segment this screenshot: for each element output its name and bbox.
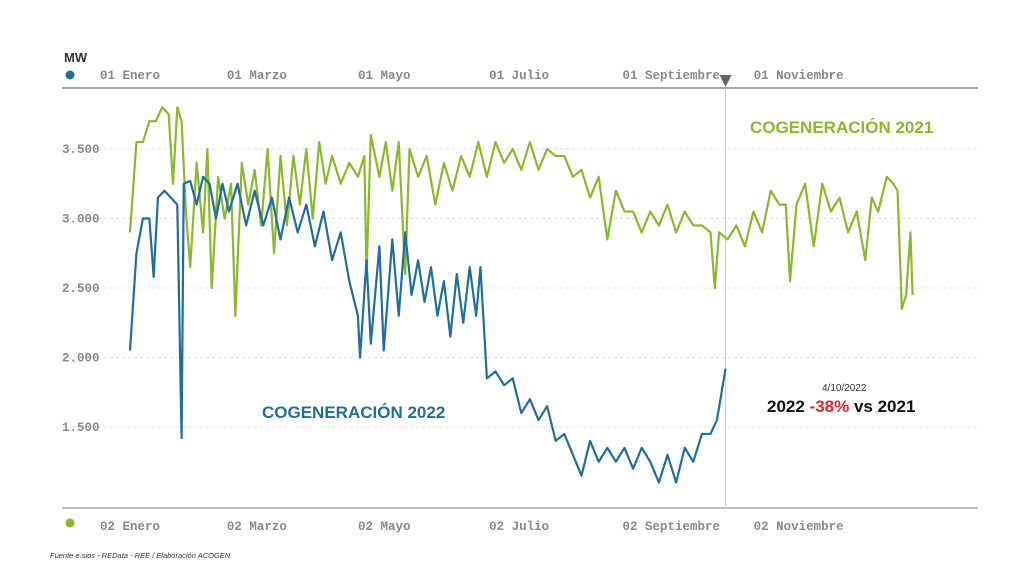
annotation-after: vs 2021 xyxy=(849,397,916,416)
source-note: Fuente e.sios - REData - REE / Elaboraci… xyxy=(50,551,231,560)
bottom-x-tick-label: 02 Mayo xyxy=(358,520,411,534)
top-x-tick-label: 01 Mayo xyxy=(358,69,411,83)
bottom-x-tick-label: 02 Julio xyxy=(489,520,549,534)
series-line-2022 xyxy=(128,175,727,484)
annotation-percent: -38% xyxy=(809,397,850,416)
y-tick-label: 1.500 xyxy=(62,421,100,435)
y-axis-unit: MW xyxy=(64,50,88,65)
marker-triangle-icon xyxy=(719,75,732,87)
y-tick-label: 3.500 xyxy=(62,143,100,157)
y-tick-label: 3.000 xyxy=(62,213,100,227)
series-label-2021: COGENERACIÓN 2021 xyxy=(750,118,934,137)
top-x-tick-label: 01 Marzo xyxy=(227,69,287,83)
top-x-tick-label: 01 Septiembre xyxy=(622,69,720,83)
series-line-2021 xyxy=(128,106,914,317)
annotation-comparison: 2022 -38% vs 2021 xyxy=(767,397,915,417)
annotation-before: 2022 xyxy=(767,397,810,416)
series-label-2022: COGENERACIÓN 2022 xyxy=(262,403,446,422)
y-tick-label: 2.000 xyxy=(62,352,100,366)
top-axis-legend-dot xyxy=(65,70,75,80)
annotation-date: 4/10/2022 xyxy=(822,383,867,394)
bottom-x-tick-label: 02 Marzo xyxy=(227,520,287,534)
top-x-tick-label: 01 Enero xyxy=(100,69,160,83)
bottom-x-tick-label: 02 Enero xyxy=(100,520,160,534)
top-x-tick-label: 01 Noviembre xyxy=(754,69,844,83)
bottom-x-tick-label: 02 Noviembre xyxy=(754,520,844,534)
top-x-tick-label: 01 Julio xyxy=(489,69,549,83)
bottom-x-tick-label: 02 Septiembre xyxy=(622,520,720,534)
bottom-axis-legend-dot xyxy=(65,518,75,528)
y-tick-label: 2.500 xyxy=(62,282,100,296)
